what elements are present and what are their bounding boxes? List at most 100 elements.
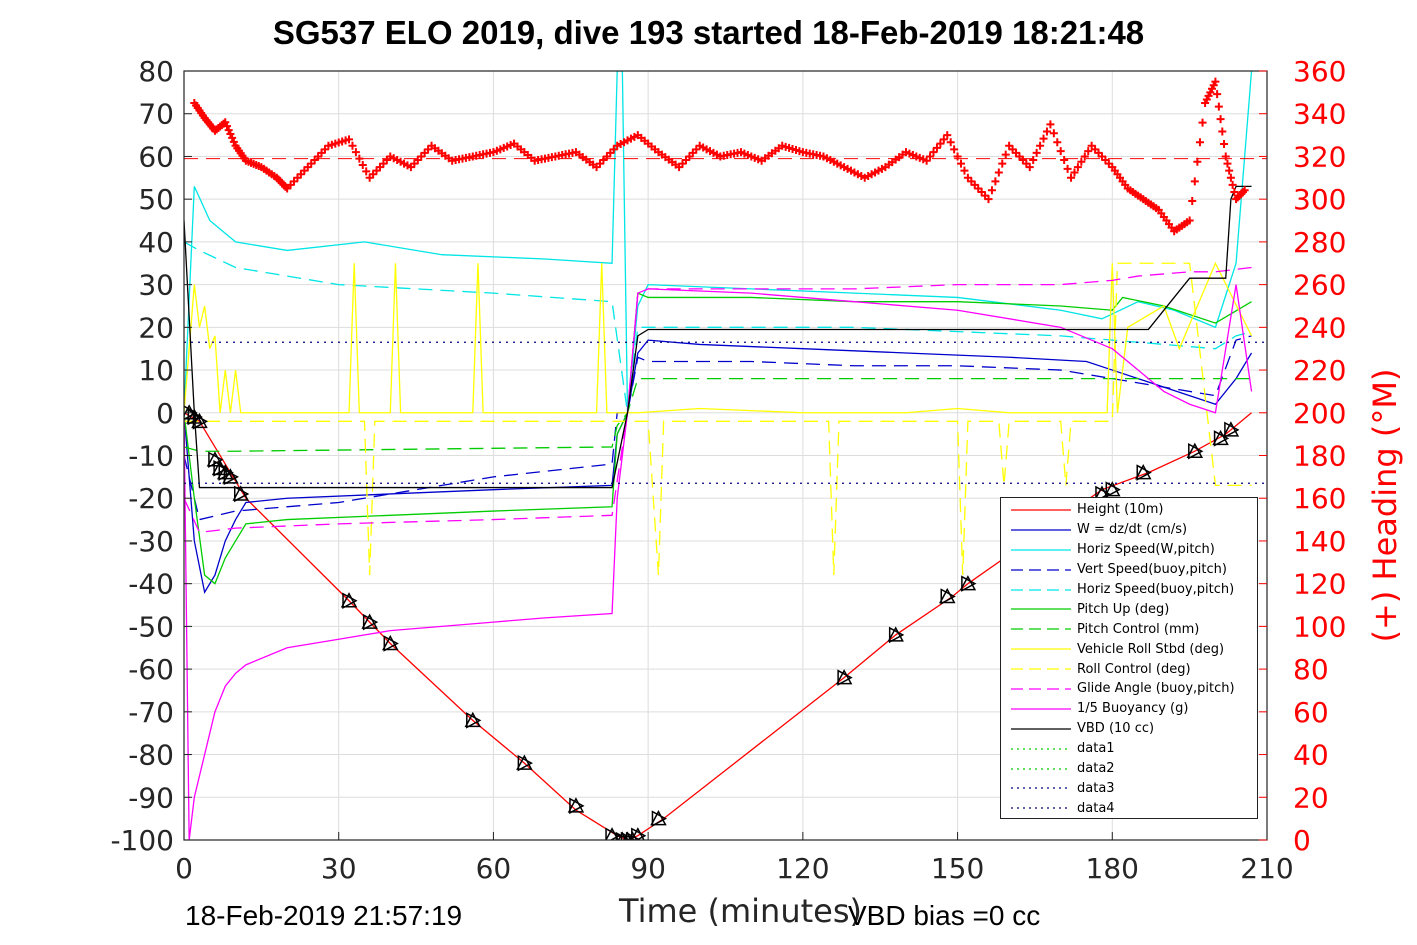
triangle-marker	[383, 635, 399, 652]
y-tick-label: -60	[128, 653, 174, 686]
series-glide-angle-buoy-pitch-	[184, 266, 1252, 534]
legend-item: data4	[1001, 798, 1257, 818]
triangle-marker	[631, 827, 647, 840]
triangle-marker	[184, 405, 198, 421]
legend-label: Horiz Speed(W,pitch)	[1077, 542, 1215, 558]
legend-label: data3	[1077, 780, 1115, 796]
legend-label: Glide Angle (buoy,pitch)	[1077, 681, 1235, 697]
y2-tick-label: 180	[1293, 440, 1346, 473]
heading-point	[1225, 166, 1234, 175]
legend-swatch	[1011, 648, 1071, 650]
triangle-marker	[232, 485, 249, 501]
triangle-marker	[615, 831, 631, 840]
triangle-marker	[939, 587, 956, 604]
y2-tick-label: 260	[1293, 269, 1346, 302]
heading-point	[351, 148, 360, 157]
heading-point	[1221, 152, 1230, 161]
heading-point	[943, 131, 952, 140]
heading-point	[1240, 186, 1249, 195]
heading-point	[1216, 115, 1225, 124]
triangle-marker	[208, 451, 224, 469]
heading-point	[1223, 159, 1232, 168]
y2-tick-label: 120	[1293, 568, 1346, 601]
legend-swatch	[1011, 807, 1071, 809]
y-tick-label: -90	[128, 781, 174, 814]
heading-point	[1032, 148, 1041, 157]
heading-point	[1042, 127, 1051, 136]
heading-point	[953, 152, 962, 161]
y2-tick-label: 200	[1293, 397, 1346, 430]
legend-label: VBD (10 cc)	[1077, 721, 1155, 737]
y-tick-label: -10	[128, 440, 174, 473]
triangle-marker	[620, 831, 637, 840]
legend-item: Horiz Speed(buoy,pitch)	[1001, 580, 1257, 600]
x-tick-label: 120	[776, 852, 829, 885]
y-tick-label: -70	[128, 696, 174, 729]
legend-item: Glide Angle (buoy,pitch)	[1001, 679, 1257, 699]
legend-label: Pitch Up (deg)	[1077, 601, 1170, 617]
x-axis-label: Time (minutes)	[618, 892, 862, 930]
y2-tick-label: 140	[1293, 525, 1346, 558]
triangle-marker	[466, 712, 482, 729]
heading-point	[1218, 127, 1227, 136]
heading-point	[226, 130, 235, 139]
triangle-marker	[213, 460, 229, 477]
heading-point	[998, 159, 1007, 168]
triangle-marker	[1222, 421, 1240, 437]
heading-point	[984, 195, 993, 204]
triangle-marker	[222, 468, 239, 484]
heading-point	[950, 145, 959, 154]
heading-point	[957, 159, 966, 168]
legend-label: Roll Control (deg)	[1077, 661, 1191, 677]
triangle-marker	[887, 626, 904, 642]
legend-item: data1	[1001, 739, 1257, 759]
heading-point	[1070, 168, 1079, 177]
heading-point	[1067, 173, 1076, 182]
legend-item: Roll Control (deg)	[1001, 659, 1257, 679]
legend-item: 1/5 Buoyancy (g)	[1001, 699, 1257, 719]
heading-point	[1226, 173, 1235, 182]
legend-label: 1/5 Buoyancy (g)	[1077, 701, 1189, 717]
heading-point	[1046, 120, 1055, 129]
triangle-marker	[223, 468, 239, 486]
triangle-marker	[1186, 442, 1204, 458]
triangle-marker	[218, 464, 234, 481]
series-pitch-control-mm-	[184, 377, 1252, 452]
legend-label: W = dz/dt (cm/s)	[1077, 522, 1188, 538]
series-horiz-speed-buoy-pitch-	[184, 241, 1252, 413]
x-tick-label: 0	[175, 852, 193, 885]
heading-point	[939, 135, 948, 144]
y-tick-label: 40	[138, 226, 174, 259]
heading-point	[1077, 157, 1086, 166]
y-tick-label: -100	[110, 824, 174, 857]
heading-point	[358, 160, 367, 169]
triangle-marker	[837, 669, 853, 686]
triangle-marker	[630, 827, 645, 840]
triangle-marker	[605, 827, 621, 840]
y2-tick-label: 320	[1293, 140, 1346, 173]
legend-item: VBD (10 cc)	[1001, 719, 1257, 739]
triangle-marker	[605, 827, 619, 840]
series-roll-control-deg-	[184, 262, 1252, 576]
legend-swatch	[1011, 529, 1071, 531]
legend-label: data1	[1077, 741, 1115, 757]
y2-tick-label: 220	[1293, 354, 1346, 387]
triangle-marker	[517, 754, 533, 772]
heading-point	[1036, 141, 1045, 150]
y2-tick-label: 60	[1293, 696, 1329, 729]
y-tick-label: -40	[128, 568, 174, 601]
legend-item: Height (10m)	[1001, 500, 1257, 520]
triangle-marker	[464, 711, 482, 728]
heading-point	[355, 154, 364, 163]
y2-tick-label: 100	[1293, 610, 1346, 643]
triangle-marker	[187, 408, 203, 426]
y2-tick-label: 240	[1293, 311, 1346, 344]
heading-point	[1039, 134, 1048, 143]
heading-point	[1056, 147, 1065, 156]
legend-item: data3	[1001, 778, 1257, 798]
y-tick-label: 80	[138, 55, 174, 88]
heading-point	[960, 166, 969, 175]
heading-markers	[184, 77, 1267, 236]
legend-item: Pitch Control (mm)	[1001, 619, 1257, 639]
legend-swatch	[1011, 747, 1071, 750]
